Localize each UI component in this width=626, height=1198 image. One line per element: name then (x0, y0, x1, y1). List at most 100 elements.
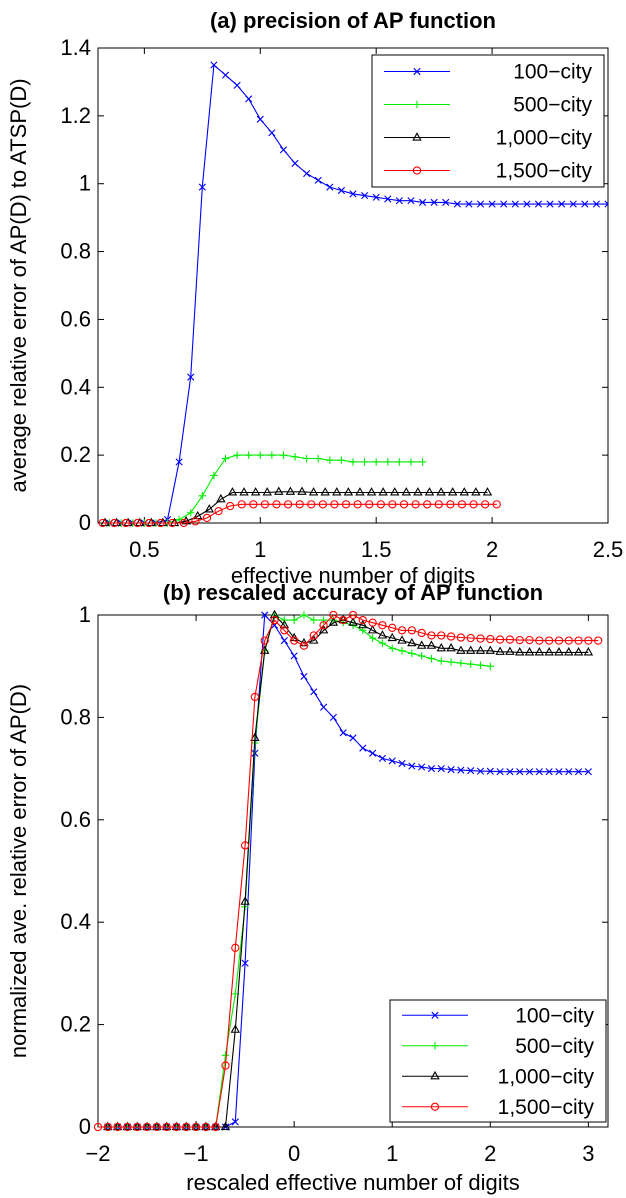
data-point (315, 177, 321, 183)
data-point (555, 648, 563, 655)
data-point (447, 644, 455, 651)
data-point (205, 505, 213, 512)
data-point (379, 755, 385, 761)
legend-entry: 1,000−city (498, 1065, 595, 1088)
data-point (477, 647, 485, 654)
data-point (345, 488, 353, 495)
data-point (290, 616, 297, 623)
data-point (210, 472, 217, 479)
data-point (222, 1052, 229, 1059)
legend-entry: 500−city (513, 94, 592, 117)
data-point (300, 611, 307, 618)
x-tick-label: 3 (582, 1141, 594, 1166)
chart-title: (b) rescaled accuracy of AP function (163, 580, 543, 605)
y-tick-label: 0 (79, 1114, 91, 1139)
x-tick-label: 1 (386, 1141, 398, 1166)
data-point (326, 457, 333, 464)
data-point (516, 648, 524, 655)
data-point (233, 451, 240, 458)
data-point (487, 663, 494, 670)
data-point (234, 82, 240, 88)
y-tick-label: 0.8 (60, 239, 91, 264)
y-axis-label: normalized ave. relative error of AP(D) (6, 684, 31, 1058)
data-point (257, 451, 264, 458)
data-point (245, 96, 251, 102)
data-point (384, 458, 391, 465)
data-point (407, 458, 414, 465)
legend: 100−city500−city1,000−city1,500−city (372, 55, 604, 187)
data-point (391, 488, 399, 495)
data-point (379, 639, 386, 646)
data-point (484, 488, 492, 495)
data-point (280, 147, 286, 153)
data-point (428, 655, 435, 662)
data-point (298, 488, 306, 495)
data-point (467, 647, 475, 654)
data-point (280, 451, 287, 458)
data-point (327, 184, 333, 190)
data-point (428, 642, 436, 649)
legend-entry: 100−city (513, 61, 592, 84)
data-point (240, 488, 248, 495)
data-point (467, 660, 474, 667)
data-point (419, 458, 426, 465)
data-point (487, 647, 495, 654)
data-point (350, 735, 356, 741)
y-tick-label: 0.6 (60, 807, 91, 832)
data-point (291, 653, 297, 659)
y-tick-label: 0.2 (60, 1012, 91, 1037)
data-point (315, 455, 322, 462)
data-point (222, 455, 229, 462)
x-tick-label: 0.5 (129, 537, 160, 562)
data-point (526, 648, 534, 655)
data-point (506, 648, 514, 655)
legend: 100−city500−city1,000−city1,500−city (390, 1000, 606, 1122)
legend-entry: 100−city (515, 1004, 594, 1027)
data-point (321, 488, 329, 495)
y-tick-label: 1.2 (60, 103, 91, 128)
data-point (268, 451, 275, 458)
data-point (389, 645, 396, 652)
data-point (320, 704, 326, 710)
data-point (281, 637, 287, 643)
data-point (438, 657, 445, 664)
y-tick-label: 0.4 (60, 374, 91, 399)
x-tick-label: 1 (254, 537, 266, 562)
data-point (303, 170, 309, 176)
data-point (437, 488, 445, 495)
data-point (222, 72, 228, 78)
x-tick-label: 2 (486, 537, 498, 562)
data-point (338, 187, 344, 193)
data-point (252, 488, 260, 495)
data-point (338, 457, 345, 464)
series-line (110, 455, 423, 523)
x-tick-label: −1 (184, 1141, 209, 1166)
y-tick-label: 0.8 (60, 704, 91, 729)
data-point (536, 648, 544, 655)
data-point (426, 488, 434, 495)
chart-b: −2 −1 0 1 2 3 0 0.2 0.4 0.6 0.8 1 (b) rescaled accur… (6, 580, 608, 1195)
data-point (372, 458, 379, 465)
y-tick-label: 1 (79, 602, 91, 627)
data-point (403, 488, 411, 495)
data-point (257, 116, 263, 122)
data-point (245, 451, 252, 458)
data-point (303, 455, 310, 462)
data-point (217, 495, 225, 502)
data-point (398, 647, 405, 654)
data-point (457, 659, 464, 666)
data-point (229, 488, 237, 495)
x-tick-label: 0 (288, 1141, 300, 1166)
data-point (349, 458, 356, 465)
data-point (585, 648, 593, 655)
data-point (287, 488, 295, 495)
data-point (311, 689, 317, 695)
x-tick-label: 1.5 (361, 537, 392, 562)
data-point (414, 488, 422, 495)
chart-a: 0.5 1 1.5 2 2.500.20.40.60.811.21.4(a) preci… (6, 8, 623, 588)
data-point (565, 648, 573, 655)
data-point (447, 658, 454, 665)
data-point (292, 160, 298, 166)
data-point (369, 750, 375, 756)
data-point (356, 488, 364, 495)
